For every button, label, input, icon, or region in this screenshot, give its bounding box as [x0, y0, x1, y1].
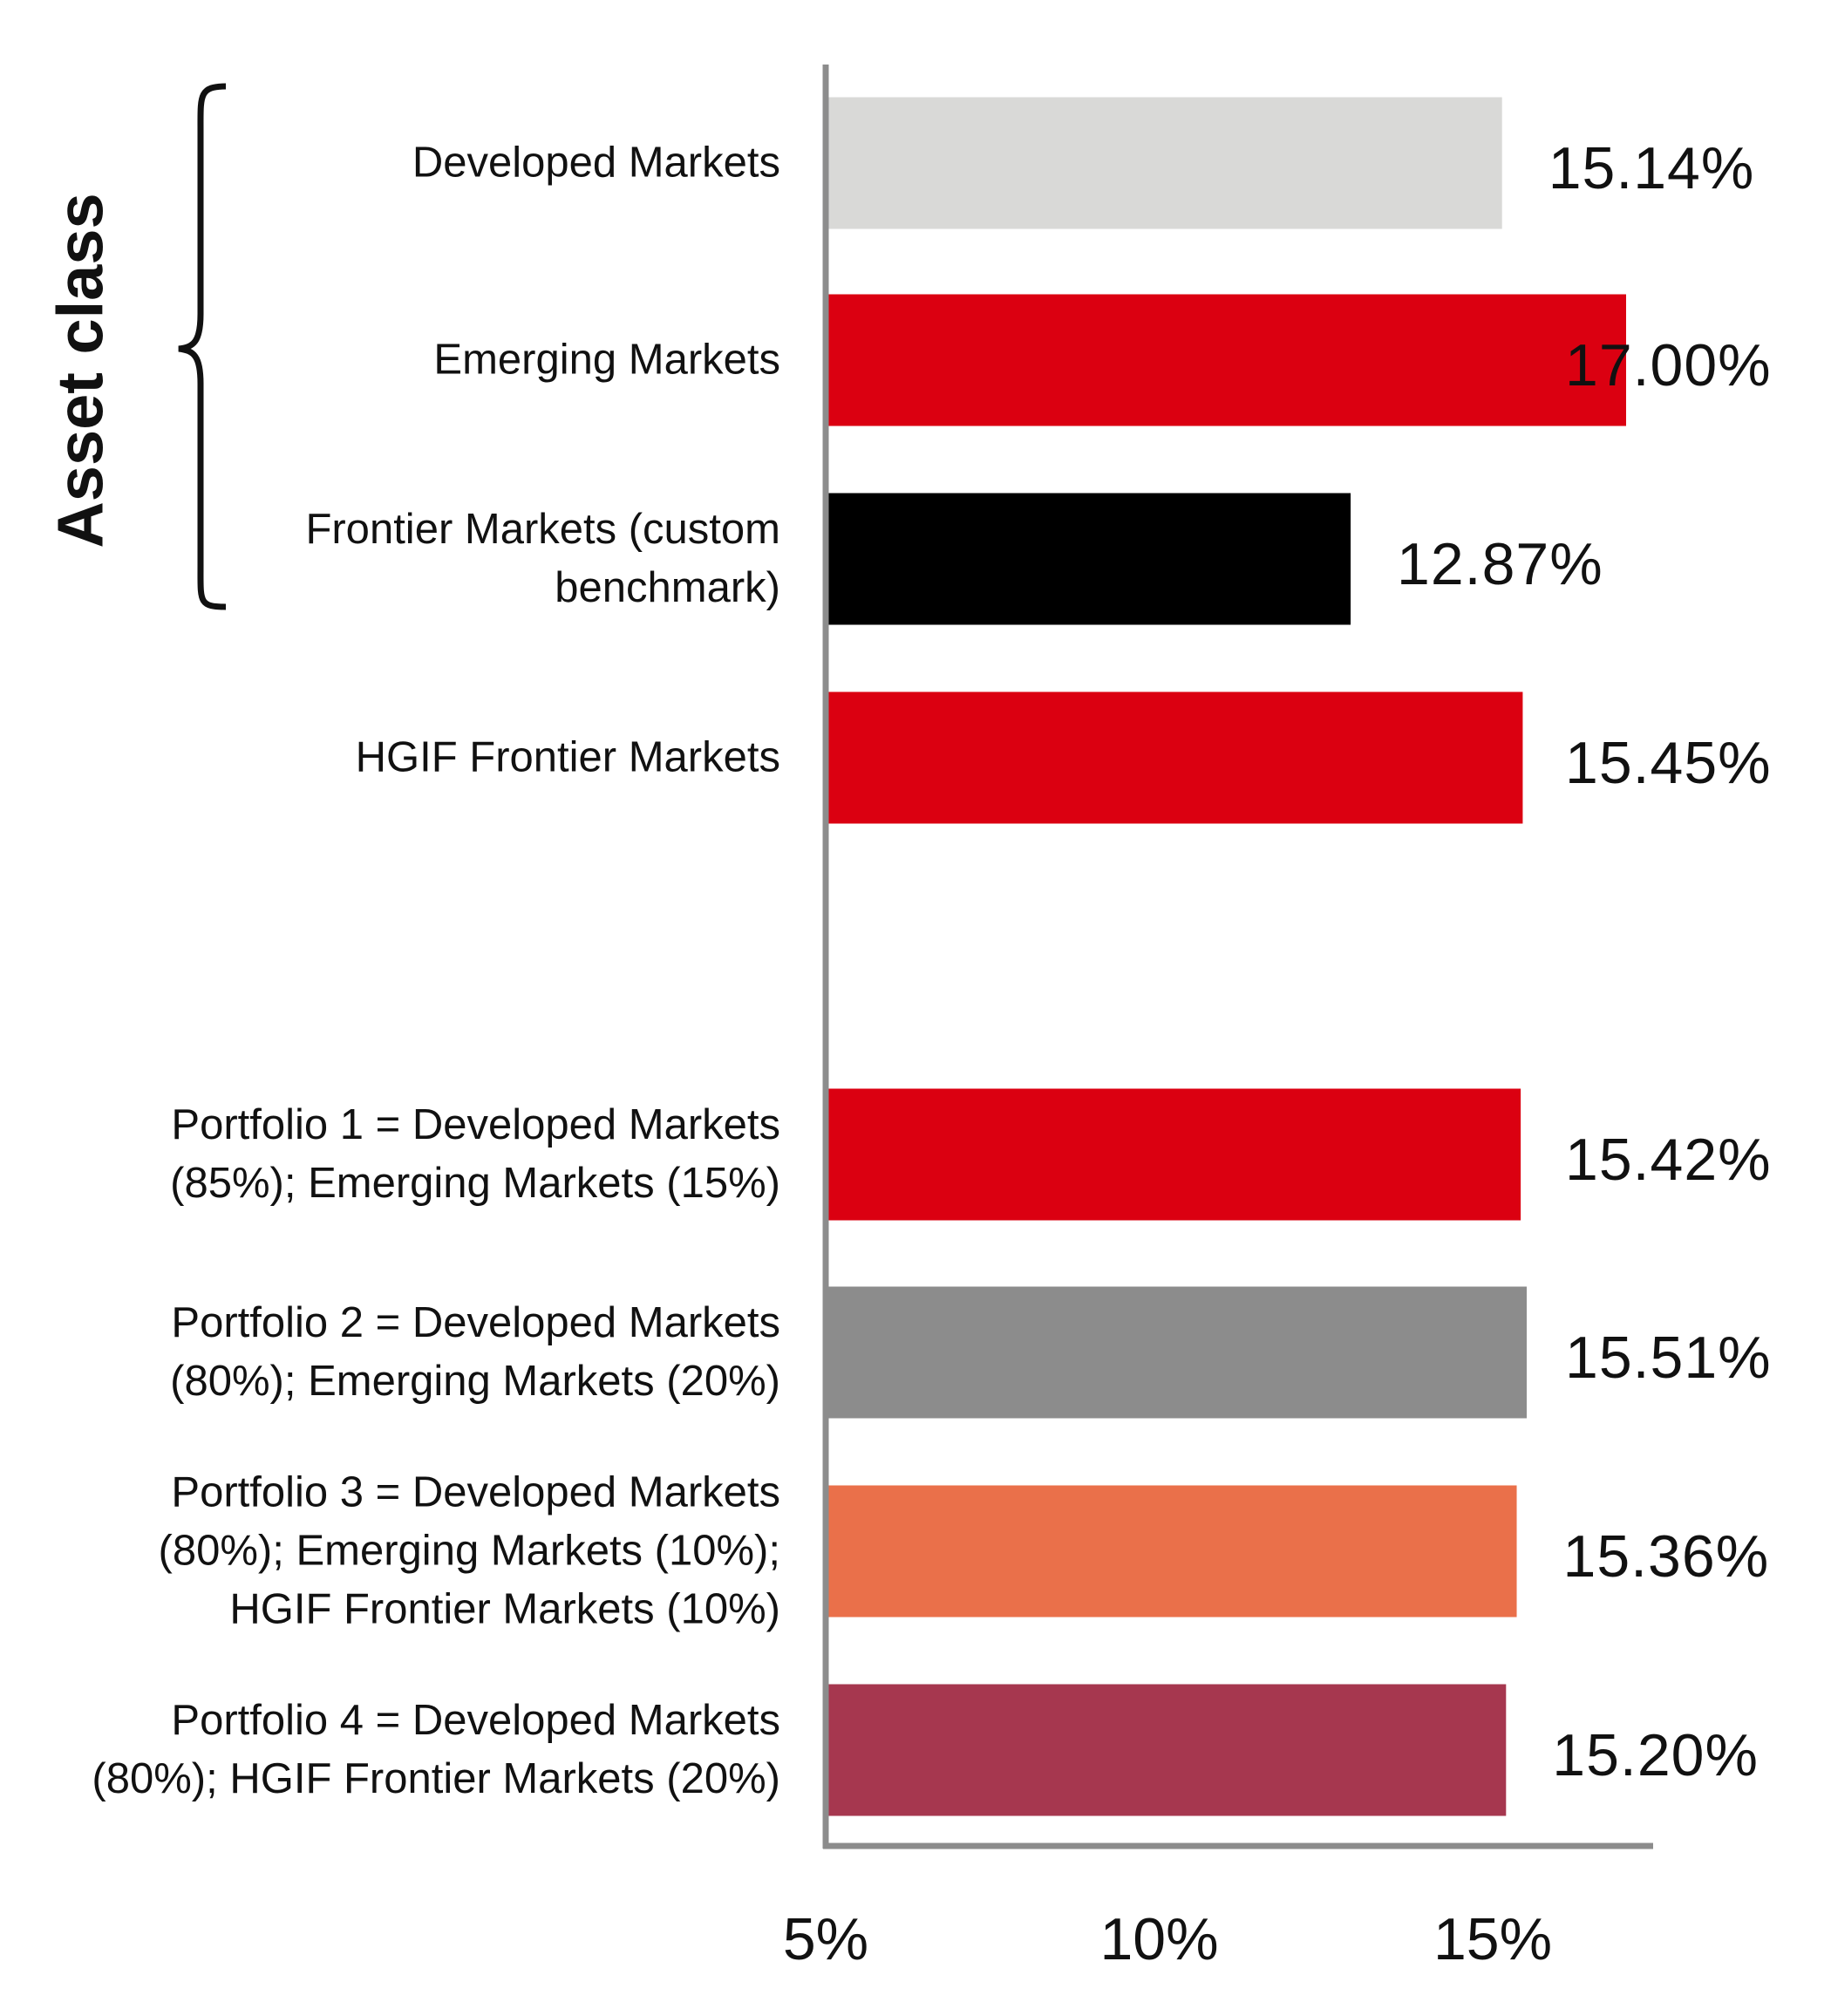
- category-label: Portfolio 3 = Developed Markets (80%); E…: [158, 1468, 780, 1633]
- value-label: 15.36%: [1562, 1523, 1770, 1590]
- bar: [824, 1684, 1507, 1816]
- bar: [824, 1485, 1517, 1618]
- x-tick-label: 15%: [1433, 1906, 1553, 1972]
- bar: [824, 1088, 1521, 1221]
- category-label: Portfolio 2 = Developed Markets (80%); E…: [170, 1299, 780, 1405]
- x-tick-label: 10%: [1099, 1906, 1219, 1972]
- bar: [824, 97, 1502, 229]
- value-label: 15.45%: [1565, 730, 1772, 796]
- value-label: 15.20%: [1552, 1722, 1759, 1788]
- category-label: HGIF Frontier Markets: [355, 733, 780, 781]
- bar: [824, 294, 1626, 426]
- value-label: 15.42%: [1565, 1127, 1772, 1193]
- category-label: Portfolio 1 = Developed Markets (85%); E…: [170, 1101, 780, 1207]
- x-tick-label: 5%: [782, 1906, 869, 1972]
- asset-class-label: Asset class: [44, 193, 117, 548]
- bar: [824, 1286, 1528, 1419]
- value-label: 17.00%: [1565, 332, 1772, 398]
- value-label: 15.51%: [1565, 1325, 1772, 1391]
- value-label: 12.87%: [1397, 531, 1603, 597]
- value-label: 15.14%: [1548, 135, 1755, 201]
- category-label: Frontier Markets (custom benchmark): [305, 506, 780, 611]
- category-label: Developed Markets: [412, 139, 780, 187]
- category-label: Portfolio 4 = Developed Markets (80%); H…: [92, 1697, 780, 1802]
- category-label: Emerging Markets: [433, 336, 780, 384]
- bar: [824, 493, 1351, 625]
- bar: [824, 691, 1523, 824]
- brace-icon: [178, 83, 227, 610]
